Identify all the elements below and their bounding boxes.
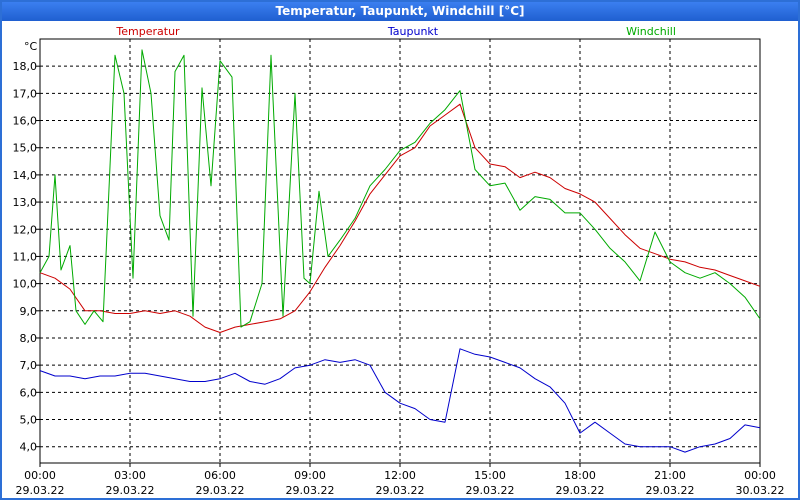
y-tick-label: 9,0: [20, 305, 38, 318]
y-tick-label: 16,0: [13, 115, 38, 128]
series-line-windchill: [39, 49, 761, 328]
y-tick-label: 5,0: [20, 414, 38, 427]
y-tick-label: 15,0: [13, 142, 38, 155]
y-tick-label: 14,0: [13, 169, 38, 182]
x-tick-date-label: 29.03.22: [16, 484, 65, 497]
series-line-taupunkt: [39, 348, 761, 453]
x-tick-date-label: 29.03.22: [466, 484, 515, 497]
x-tick-time-label: 00:00: [744, 469, 776, 482]
y-tick-label: 4,0: [20, 441, 38, 454]
x-tick-time-label: 09:00: [294, 469, 326, 482]
x-tick-date-label: 29.03.22: [376, 484, 425, 497]
legend-entry-windchill: Windchill: [626, 25, 676, 38]
x-tick-date-label: 29.03.22: [106, 484, 155, 497]
grid-lines: [40, 39, 760, 463]
y-tick-label: 13,0: [13, 196, 38, 209]
series-line-temperatur: [39, 103, 761, 333]
legend-entry-temperatur: Temperatur: [115, 25, 180, 38]
x-tick-time-label: 03:00: [114, 469, 146, 482]
y-tick-label: 11,0: [13, 250, 38, 263]
y-tick-label: 10,0: [13, 278, 38, 291]
legend: Temperatur Taupunkt Windchill: [115, 25, 676, 38]
x-tick-time-label: 21:00: [654, 469, 686, 482]
x-tick-date-label: 29.03.22: [556, 484, 605, 497]
y-tick-label: 6,0: [20, 386, 38, 399]
x-tick-time-label: 00:00: [24, 469, 56, 482]
y-tick-label: 8,0: [20, 332, 38, 345]
series-lines: [39, 49, 761, 453]
y-axis-unit-label: °C: [24, 40, 38, 53]
x-tick-date-label: 30.03.22: [736, 484, 785, 497]
x-tick-date-label: 29.03.22: [646, 484, 695, 497]
x-tick-time-label: 12:00: [384, 469, 416, 482]
axes: 4,0 5,0 6,0 7,0 8,0 9,0 10,0 11,0 12,0 13,0 14,0 15…: [13, 60, 785, 497]
y-tick-label: 18,0: [13, 60, 38, 73]
x-tick-date-label: 29.03.22: [286, 484, 335, 497]
window-title: Temperatur, Taupunkt, Windchill [°C]: [2, 2, 798, 21]
y-tick-label: 17,0: [13, 87, 38, 100]
y-tick-label: 12,0: [13, 223, 38, 236]
x-tick-time-label: 18:00: [564, 469, 596, 482]
y-tick-label: 7,0: [20, 359, 38, 372]
legend-entry-taupunkt: Taupunkt: [387, 25, 439, 38]
x-tick-time-label: 15:00: [474, 469, 506, 482]
x-tick-time-label: 06:00: [204, 469, 236, 482]
x-tick-date-label: 29.03.22: [196, 484, 245, 497]
